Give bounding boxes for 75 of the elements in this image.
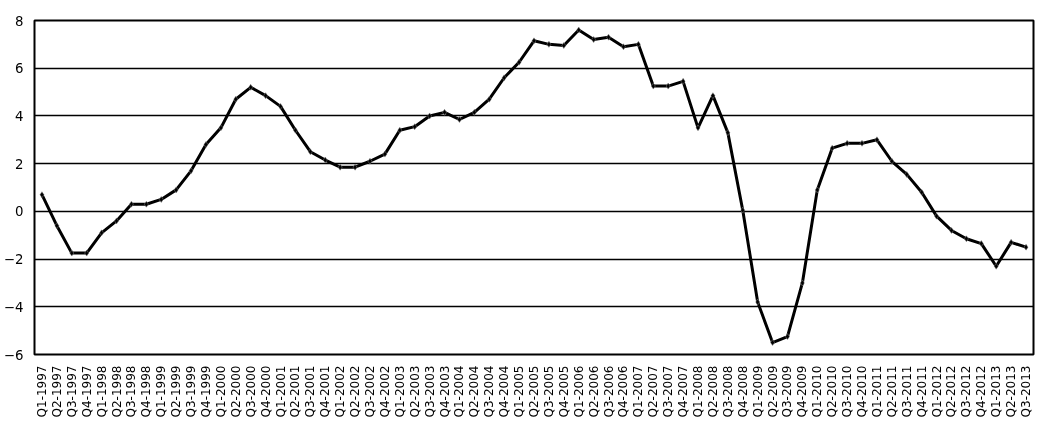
x-tick-label: Q1-1998: [94, 365, 109, 418]
x-tick-label: Q4-2004: [497, 365, 512, 418]
x-tick-label: Q1-2000: [213, 365, 228, 418]
x-tick-label: Q3-2006: [601, 365, 616, 418]
x-tick-label: Q1-2008: [691, 365, 706, 418]
x-tick-label: Q1-2003: [392, 365, 407, 418]
x-tick-label: Q2-2011: [884, 365, 899, 418]
x-tick-label: Q3-1998: [124, 365, 139, 418]
x-tick-label: Q2-2013: [1004, 365, 1019, 418]
x-tick-label: Q1-2012: [929, 365, 944, 418]
x-tick-label: Q4-2003: [437, 365, 452, 418]
x-tick-label: Q4-2005: [556, 365, 571, 418]
x-tick-label: Q2-1999: [169, 365, 184, 418]
x-tick-label: Q4-2009: [795, 365, 810, 418]
x-tick-label: Q1-2002: [333, 365, 348, 418]
x-tick-label: Q1-1997: [34, 365, 49, 418]
x-tick-label: Q1-2005: [512, 365, 527, 418]
x-tick-label: Q3-1999: [184, 365, 199, 418]
x-tick-label: Q4-2000: [258, 365, 273, 418]
x-tick-label: Q1-1999: [154, 365, 169, 418]
x-tick-label: Q2-2006: [586, 365, 601, 418]
x-tick-label: Q3-1997: [64, 365, 79, 418]
x-tick-label: Q2-1998: [109, 365, 124, 418]
x-tick-label: Q4-2006: [616, 365, 631, 418]
x-tick-label: Q3-2013: [1019, 365, 1034, 418]
x-tick-label: Q4-1997: [79, 365, 94, 418]
y-tick-label: 0: [15, 204, 24, 220]
x-tick-label: Q1-2010: [810, 365, 825, 418]
y-tick-label: 4: [15, 108, 24, 124]
x-tick-label: Q2-2001: [288, 365, 303, 418]
x-tick-label: Q1-2007: [631, 365, 646, 418]
x-tick-label: Q1-2004: [452, 365, 467, 418]
x-tick-label: Q4-2012: [974, 365, 989, 418]
y-tick-label: 6: [15, 61, 24, 77]
x-tick-label: Q2-2008: [705, 365, 720, 418]
x-tick-label: Q2-2002: [348, 365, 363, 418]
x-tick-label: Q4-2008: [735, 365, 750, 418]
x-tick-label: Q3-2008: [720, 365, 735, 418]
x-tick-label: Q3-2005: [541, 365, 556, 418]
x-tick-label: Q4-2010: [855, 365, 870, 418]
y-tick-label: −4: [3, 299, 24, 315]
x-tick-label: Q1-2009: [750, 365, 765, 418]
x-tick-label: Q3-2009: [780, 365, 795, 418]
x-tick-label: Q4-2002: [377, 365, 392, 418]
x-tick-label: Q2-2004: [467, 365, 482, 418]
x-tick-label: Q3-2012: [959, 365, 974, 418]
x-tick-label: Q2-2000: [228, 365, 243, 418]
x-tick-label: Q3-2007: [661, 365, 676, 418]
x-tick-label: Q2-2007: [646, 365, 661, 418]
x-tick-label: Q4-2007: [676, 365, 691, 418]
x-tick-label: Q3-2002: [362, 365, 377, 418]
x-tick-label: Q2-2005: [527, 365, 541, 418]
x-tick-label: Q1-2013: [989, 365, 1004, 418]
x-tick-label: Q2-2009: [765, 365, 780, 418]
y-tick-label: −2: [3, 252, 24, 268]
x-tick-label: Q3-2001: [303, 365, 318, 418]
x-tick-label: Q1-2001: [273, 365, 288, 418]
x-tick-label: Q3-2004: [482, 365, 497, 418]
x-tick-label: Q4-1998: [139, 365, 154, 418]
x-tick-label: Q2-2010: [825, 365, 840, 418]
y-tick-label: −6: [3, 347, 24, 363]
y-tick-label: 2: [15, 156, 24, 172]
x-tick-label: Q1-2006: [571, 365, 586, 418]
x-tick-label: Q1-2011: [869, 365, 884, 418]
x-tick-label: Q4-1999: [198, 365, 213, 418]
x-tick-label: Q2-1997: [49, 365, 64, 418]
x-tick-label: Q3-2003: [422, 365, 437, 418]
x-tick-label: Q3-2011: [899, 365, 914, 418]
y-tick-label: 8: [15, 13, 24, 29]
x-tick-label: Q3-2010: [840, 365, 855, 418]
x-tick-label: Q4-2011: [914, 365, 929, 418]
x-tick-label: Q2-2003: [407, 365, 422, 418]
x-tick-label: Q3-2000: [243, 365, 258, 418]
x-tick-label: Q4-2001: [318, 365, 333, 418]
x-tick-label: Q2-2012: [944, 365, 959, 418]
